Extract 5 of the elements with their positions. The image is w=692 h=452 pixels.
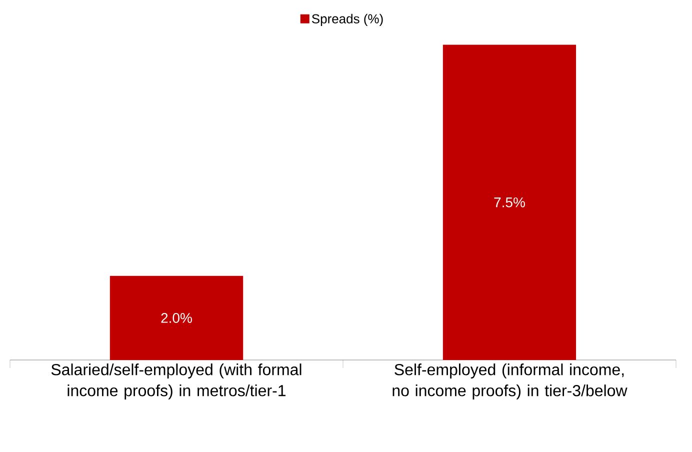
x-tick-label: Self-employed (informal income, no income proofs) in tier-3/below (392, 364, 628, 400)
legend-label: Spreads (%) (312, 14, 383, 26)
data-label: 7.5% (494, 197, 525, 208)
data-label: 2.0% (161, 313, 192, 323)
x-tick-label: Salaried/self-employed (with formal income proofs) in metros/tier-1 (51, 364, 302, 400)
